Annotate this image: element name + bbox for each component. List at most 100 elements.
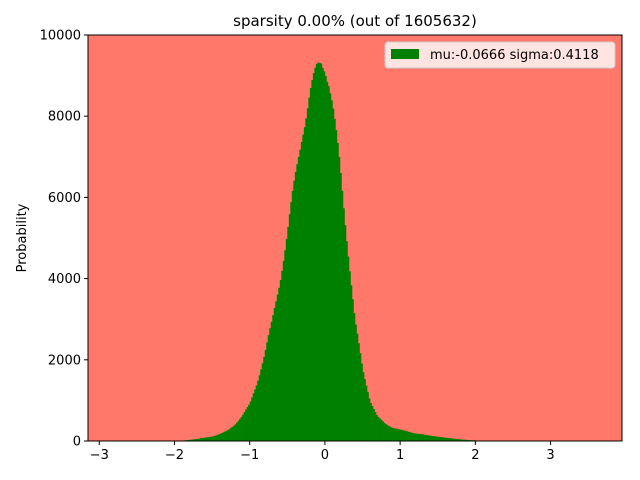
histogram-bar [320, 63, 323, 441]
histogram-bar [309, 87, 312, 441]
histogram-bar [222, 432, 225, 441]
histogram-bar [348, 271, 351, 441]
histogram-bar [249, 401, 252, 441]
histogram-bar [194, 439, 196, 441]
histogram-bar [270, 321, 273, 441]
histogram-bar [237, 420, 240, 441]
histogram-bar [281, 270, 284, 441]
histogram-bar [344, 225, 347, 441]
histogram-bar [430, 435, 433, 441]
histogram-bar [206, 437, 208, 441]
histogram-bar [419, 434, 422, 441]
histogram-bar [362, 372, 365, 441]
x-tick-label: −3 [90, 448, 109, 463]
histogram-bar [201, 438, 204, 441]
histogram-bar [338, 156, 341, 441]
histogram-bar [367, 392, 369, 441]
histogram-bar [248, 404, 250, 441]
histogram-bar [404, 430, 407, 441]
histogram-bar [294, 171, 297, 441]
histogram-bar [234, 424, 237, 441]
histogram-bar [191, 439, 193, 441]
histogram-bar [291, 190, 294, 441]
histogram-bar [192, 439, 195, 441]
histogram-bar [255, 385, 258, 441]
histogram-bar [382, 421, 384, 441]
x-axis: −3 −2 −1 0 1 2 3 [90, 441, 555, 463]
histogram-bar [389, 426, 392, 441]
histogram-bar [261, 363, 264, 441]
histogram-bar [350, 285, 353, 441]
histogram-bar [460, 439, 463, 441]
histogram-bar [296, 164, 299, 442]
histogram-bar [446, 437, 449, 441]
histogram-bar [425, 434, 428, 441]
histogram-bars [174, 62, 506, 442]
histogram-bar [321, 67, 324, 441]
histogram-bar [373, 409, 375, 441]
histogram-bar [297, 156, 300, 441]
histogram-bar [445, 437, 448, 441]
y-axis: 0 2000 4000 6000 8000 10000 [40, 29, 88, 450]
histogram-bar [361, 363, 363, 441]
histogram-bar [413, 433, 416, 441]
histogram-bar [228, 428, 231, 441]
histogram-bar [451, 438, 454, 441]
histogram-bar [279, 280, 282, 441]
histogram-bar [407, 431, 410, 441]
legend: mu:-0.0666 sigma:0.4118 [384, 41, 616, 69]
histogram-bar [379, 418, 381, 441]
histogram-bar [412, 432, 414, 441]
histogram-bar [329, 93, 332, 441]
histogram-bar [209, 436, 211, 441]
histogram-bar [269, 328, 272, 441]
histogram-bar [440, 437, 443, 441]
histogram-bar [439, 436, 442, 441]
histogram-bar [437, 436, 440, 441]
histogram-bar [258, 375, 261, 441]
histogram-bar [415, 433, 417, 441]
histogram-bar [315, 64, 318, 441]
x-tick-label: −2 [165, 448, 184, 463]
histogram-bar [231, 426, 234, 441]
histogram-bar [421, 434, 423, 441]
histogram-bar [314, 67, 317, 442]
x-tick-label: 2 [471, 448, 479, 463]
histogram-bar [302, 134, 305, 442]
histogram-bar [365, 385, 368, 441]
histogram-bar [431, 435, 434, 441]
histogram-bar [293, 180, 296, 441]
plot-frame [87, 34, 623, 442]
histogram-bar [410, 432, 413, 441]
histogram-bar [448, 438, 451, 441]
histogram-bar [327, 86, 330, 441]
histogram-bar [356, 333, 359, 441]
histogram-bar [275, 301, 278, 441]
histogram-bar [260, 369, 263, 441]
histogram-bar [308, 97, 311, 441]
histogram-bar [380, 419, 383, 441]
histogram-bar [434, 436, 437, 441]
histogram-bar [213, 435, 216, 441]
histogram-bar [239, 418, 241, 441]
histogram-bar [394, 428, 396, 441]
histogram-bar [324, 76, 327, 441]
histogram-bar [245, 409, 247, 441]
histogram-bar [353, 313, 356, 441]
histogram-bar [287, 226, 290, 441]
histogram-bar [397, 429, 399, 441]
histogram-bar [454, 438, 457, 441]
histogram-bar [189, 439, 192, 441]
histogram-bar [395, 428, 398, 441]
histogram-bar [391, 427, 393, 441]
histogram-bar [341, 190, 344, 441]
y-tick-label: 4000 [48, 272, 81, 287]
histogram-bar [457, 439, 460, 441]
histogram-bar [336, 142, 339, 441]
histogram-bar [461, 439, 464, 441]
histogram-bar [303, 127, 306, 441]
histogram-bar [364, 379, 366, 441]
histogram-bar [224, 431, 226, 441]
histogram-bar [257, 380, 260, 441]
